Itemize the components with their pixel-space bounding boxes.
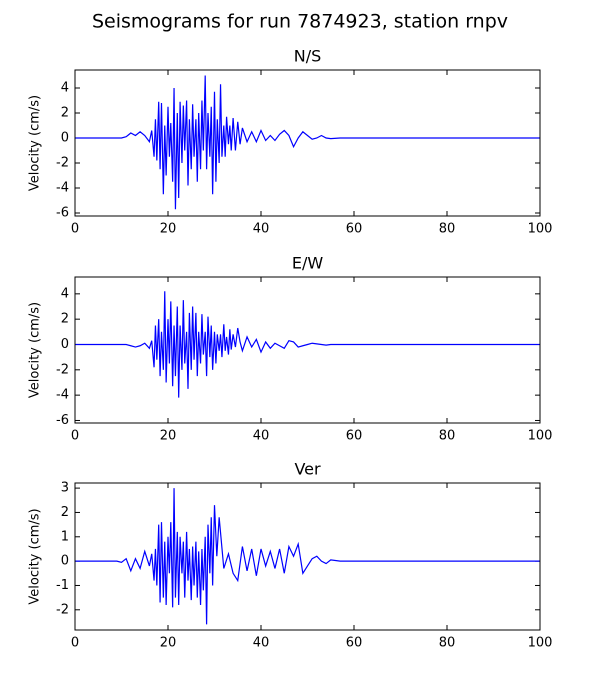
- y-tick-label: 2: [61, 106, 69, 121]
- waveform: [75, 291, 540, 398]
- x-tick-label: 40: [253, 636, 270, 651]
- x-tick-label: 20: [160, 222, 177, 237]
- waveform: [75, 75, 540, 210]
- y-axis-label: Velocity (cm/s): [28, 302, 43, 398]
- x-tick-label: 80: [439, 222, 456, 237]
- x-tick-label: 60: [346, 222, 363, 237]
- y-tick-label: 4: [61, 81, 69, 96]
- x-tick-label: 40: [253, 222, 270, 237]
- axes-frame: [74, 482, 541, 631]
- y-tick-label: -2: [56, 602, 69, 617]
- y-tick-label: 0: [61, 337, 69, 352]
- x-tick-label: 100: [528, 636, 553, 651]
- y-tick-label: 2: [61, 312, 69, 327]
- x-tick-label: 0: [71, 429, 79, 444]
- y-tick-label: 2: [61, 505, 69, 520]
- x-tick-label: 40: [253, 429, 270, 444]
- x-tick-label: 80: [439, 429, 456, 444]
- subplot-title: Ver: [294, 460, 321, 479]
- axes-frame: [74, 276, 541, 424]
- y-tick-label: -6: [56, 413, 69, 428]
- x-tick-label: 20: [160, 429, 177, 444]
- y-tick-label: -2: [56, 156, 69, 171]
- y-tick-label: -1: [56, 578, 69, 593]
- x-tick-label: 20: [160, 636, 177, 651]
- waveform: [75, 488, 540, 625]
- x-tick-label: 0: [71, 222, 79, 237]
- y-tick-label: 1: [61, 529, 69, 544]
- y-tick-label: 4: [61, 286, 69, 301]
- y-tick-label: 0: [61, 131, 69, 146]
- y-tick-label: -4: [56, 388, 69, 403]
- y-tick-label: 0: [61, 554, 69, 569]
- x-tick-label: 0: [71, 636, 79, 651]
- y-tick-label: -4: [56, 181, 69, 196]
- subplot-title: E/W: [292, 254, 324, 273]
- subplot-title: N/S: [294, 47, 322, 66]
- figure-title: Seismograms for run 7874923, station rnp…: [92, 11, 508, 33]
- x-tick-label: 60: [346, 429, 363, 444]
- x-tick-label: 60: [346, 636, 363, 651]
- x-tick-label: 80: [439, 636, 456, 651]
- x-tick-label: 100: [528, 222, 553, 237]
- axes-frame: [74, 69, 541, 217]
- y-tick-label: -2: [56, 362, 69, 377]
- y-axis-label: Velocity (cm/s): [28, 95, 43, 191]
- x-tick-label: 100: [528, 429, 553, 444]
- y-tick-label: 3: [61, 481, 69, 496]
- y-tick-label: -6: [56, 206, 69, 221]
- y-axis-label: Velocity (cm/s): [28, 508, 43, 604]
